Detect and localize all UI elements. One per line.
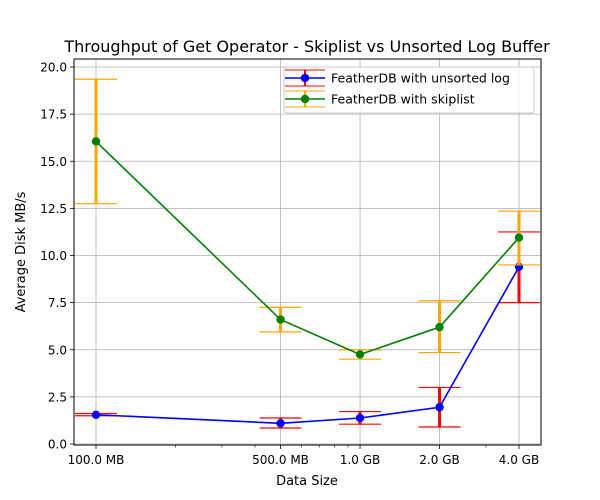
y-tick-label: 10.0 bbox=[40, 249, 67, 263]
y-tick-label: 17.5 bbox=[40, 108, 67, 122]
series-layer bbox=[75, 78, 540, 429]
data-point bbox=[355, 350, 365, 359]
x-axis: 100.0 MB 500.0 MB 1.0 GB 2.0 GB 4.0 GB bbox=[68, 445, 539, 467]
y-tick-label: 7.5 bbox=[48, 296, 67, 310]
legend-marker bbox=[300, 73, 310, 83]
data-point bbox=[276, 419, 285, 428]
y-tick-label: 12.5 bbox=[40, 202, 67, 216]
plot-frame bbox=[73, 58, 542, 446]
legend-label: FeatherDB with unsorted log bbox=[331, 71, 510, 86]
series-skiplist bbox=[75, 78, 540, 360]
legend-label: FeatherDB with skiplist bbox=[331, 92, 475, 107]
x-tick-label: 1.0 GB bbox=[340, 453, 380, 467]
data-point bbox=[435, 322, 444, 332]
x-tick-label: 100.0 MB bbox=[68, 453, 125, 467]
data-point bbox=[514, 233, 524, 242]
legend-box bbox=[283, 66, 535, 114]
y-tick-label: 0.0 bbox=[48, 438, 67, 452]
y-axis-label: Average Disk MB/s bbox=[14, 191, 29, 312]
x-tick-label: 2.0 GB bbox=[419, 453, 459, 467]
data-point bbox=[91, 137, 101, 146]
chart-title: Throughput of Get Operator - Skiplist vs… bbox=[63, 37, 550, 56]
x-tick-label: 4.0 GB bbox=[499, 453, 539, 467]
y-tick-label: 15.0 bbox=[40, 155, 67, 169]
legend-marker bbox=[300, 94, 310, 104]
y-axis: 0.0 2.5 5.0 7.5 10.0 12.5 15.0 17.5 20.0 bbox=[40, 61, 74, 452]
y-tick-label: 2.5 bbox=[48, 390, 67, 404]
y-tick-label: 20.0 bbox=[40, 61, 67, 75]
y-tick-label: 5.0 bbox=[48, 343, 67, 357]
data-point bbox=[435, 403, 444, 412]
data-point bbox=[276, 315, 285, 324]
data-point bbox=[91, 410, 101, 419]
x-axis-label: Data Size bbox=[276, 474, 338, 489]
x-tick-label: 500.0 MB bbox=[252, 453, 309, 467]
legend: FeatherDB with unsorted log FeatherDB wit… bbox=[283, 66, 535, 114]
data-point bbox=[355, 413, 365, 423]
